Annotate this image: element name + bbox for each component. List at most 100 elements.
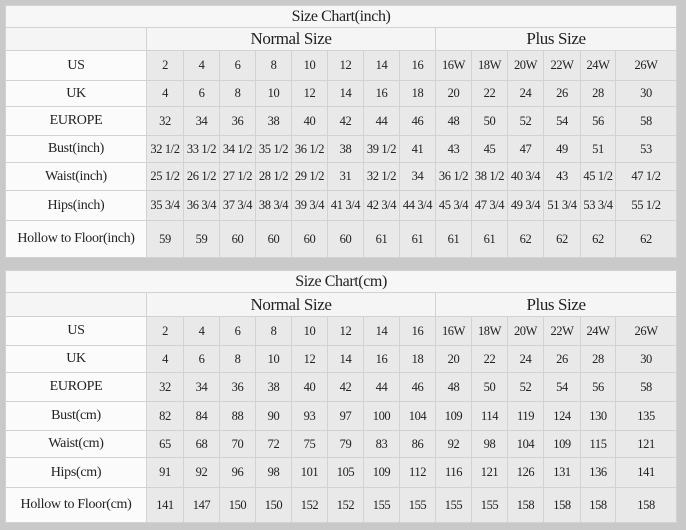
size-value-cell: 84 (183, 401, 220, 431)
header-blank-cell (5, 292, 147, 317)
size-value-cell: 16W (435, 50, 472, 81)
size-value-cell: 4 (183, 50, 220, 81)
size-value-cell: 18 (399, 345, 436, 373)
size-value-cell: 86 (399, 430, 436, 458)
size-value-cell: 6 (183, 80, 220, 107)
row-label: Bust(inch) (5, 135, 147, 163)
size-value-cell: 34 (183, 106, 220, 136)
size-value-cell: 61 (399, 220, 436, 258)
size-value-cell: 112 (399, 457, 436, 488)
size-value-cell: 39 1/2 (363, 135, 400, 163)
size-value-cell: 39 3/4 (291, 190, 328, 221)
size-value-cell: 10 (291, 50, 328, 81)
table-row: Hollow to Floor(cm) 141 147 150 150 152 152 155… (5, 487, 678, 523)
size-value-cell: 40 3/4 (507, 162, 544, 191)
size-value-cell: 8 (255, 50, 292, 81)
size-value-cell: 93 (291, 401, 328, 431)
size-value-cell: 104 (399, 401, 436, 431)
table-row: Bust(inch) 32 1/2 33 1/2 34 1/2 35 1/2 36 1/2… (5, 135, 678, 163)
size-value-cell: 136 (580, 457, 616, 488)
size-value-cell: 18W (471, 316, 508, 346)
plus-size-header: Plus Size (434, 27, 678, 51)
size-value-cell: 30 (614, 80, 678, 107)
size-value-cell: 49 3/4 (507, 190, 544, 221)
size-value-cell: 155 (399, 487, 436, 523)
table-row: Hips(inch) 35 3/4 36 3/4 37 3/4 38 3/4 39 3/4… (5, 190, 678, 221)
size-value-cell: 2 (146, 50, 184, 81)
size-value-cell: 22W (543, 50, 581, 81)
size-value-cell: 141 (146, 487, 184, 523)
row-label: Hollow to Floor(inch) (5, 220, 147, 258)
header-blank-cell (5, 27, 147, 51)
table-row: EUROPE 32 34 36 38 40 42 44 46 48 50 52 54 56 58 (5, 372, 678, 402)
size-value-cell: 158 (614, 487, 678, 523)
title-row: Size Chart(cm) (4, 270, 678, 293)
size-value-cell: 121 (471, 457, 508, 488)
row-label: Hips(cm) (5, 457, 147, 488)
size-value-cell: 135 (614, 401, 678, 431)
size-value-cell: 56 (580, 372, 616, 402)
size-value-cell: 60 (255, 220, 292, 258)
size-value-cell: 62 (543, 220, 581, 258)
size-value-cell: 96 (219, 457, 256, 488)
group-header-row: Normal Size Plus Size (5, 292, 678, 317)
size-value-cell: 62 (614, 220, 678, 258)
size-value-cell: 16 (399, 316, 436, 346)
size-value-cell: 79 (327, 430, 364, 458)
size-value-cell: 44 3/4 (399, 190, 436, 221)
row-label: Waist(cm) (5, 430, 147, 458)
size-value-cell: 75 (291, 430, 328, 458)
size-value-cell: 28 (580, 345, 616, 373)
size-value-cell: 26 1/2 (183, 162, 220, 191)
size-value-cell: 24 (507, 345, 544, 373)
size-value-cell: 38 (327, 135, 364, 163)
size-value-cell: 16 (363, 345, 400, 373)
size-value-cell: 61 (363, 220, 400, 258)
size-value-cell: 155 (363, 487, 400, 523)
size-value-cell: 45 1/2 (580, 162, 616, 191)
size-value-cell: 54 (543, 372, 581, 402)
size-value-cell: 28 1/2 (255, 162, 292, 191)
size-value-cell: 50 (471, 106, 508, 136)
size-value-cell: 38 3/4 (255, 190, 292, 221)
table-row: US 2 4 6 8 10 12 14 16 16W 18W 20W 22W 24W 26W (5, 316, 678, 346)
size-value-cell: 61 (435, 220, 472, 258)
size-value-cell: 29 1/2 (291, 162, 328, 191)
chart-title: Size Chart(inch) (4, 5, 678, 28)
size-value-cell: 59 (183, 220, 220, 258)
size-value-cell: 12 (327, 316, 364, 346)
size-value-cell: 60 (219, 220, 256, 258)
row-label: EUROPE (5, 372, 147, 402)
size-value-cell: 72 (255, 430, 292, 458)
size-value-cell: 46 (399, 372, 436, 402)
size-value-cell: 147 (183, 487, 220, 523)
size-value-cell: 53 3/4 (580, 190, 616, 221)
size-value-cell: 62 (507, 220, 544, 258)
size-value-cell: 22W (543, 316, 581, 346)
group-header-row: Normal Size Plus Size (5, 27, 678, 51)
size-value-cell: 35 3/4 (146, 190, 184, 221)
size-value-cell: 60 (327, 220, 364, 258)
size-value-cell: 24 (507, 80, 544, 107)
size-value-cell: 38 (255, 106, 292, 136)
size-value-cell: 8 (219, 80, 256, 107)
size-value-cell: 24W (580, 50, 616, 81)
size-value-cell: 36 1/2 (435, 162, 472, 191)
size-value-cell: 24W (580, 316, 616, 346)
size-value-cell: 68 (183, 430, 220, 458)
size-value-cell: 6 (183, 345, 220, 373)
size-value-cell: 98 (255, 457, 292, 488)
size-value-cell: 38 (255, 372, 292, 402)
size-value-cell: 54 (543, 106, 581, 136)
size-value-cell: 42 (327, 372, 364, 402)
size-value-cell: 152 (327, 487, 364, 523)
size-value-cell: 150 (219, 487, 256, 523)
table-row: Bust(cm) 82 84 88 90 93 97 100 104 109 114 119 124 13… (5, 401, 678, 431)
size-value-cell: 55 1/2 (614, 190, 678, 221)
size-value-cell: 36 3/4 (183, 190, 220, 221)
size-value-cell: 6 (219, 50, 256, 81)
size-value-cell: 4 (183, 316, 220, 346)
size-value-cell: 4 (146, 345, 184, 373)
size-value-cell: 155 (435, 487, 472, 523)
size-value-cell: 58 (614, 372, 678, 402)
